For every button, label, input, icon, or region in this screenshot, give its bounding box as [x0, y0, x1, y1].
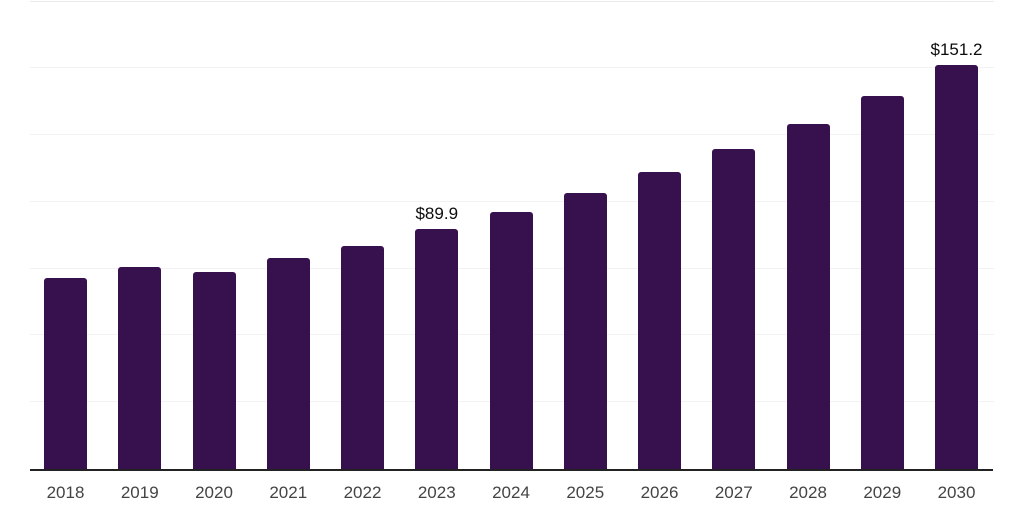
bar-2024	[489, 212, 533, 469]
bar-slot-2028	[786, 0, 830, 469]
x-axis-tick-labels: 2018 2019 2020 2021 2022 2023 2024 2025 2026 2027…	[44, 482, 978, 504]
value-label-2023: $89.9	[415, 203, 459, 223]
bar-slot-2026	[638, 0, 681, 469]
x-tick-label-2030: 2030	[937, 483, 976, 502]
bar-2030	[935, 65, 978, 469]
bar-slot-2018	[44, 0, 87, 469]
x-axis-line	[30, 469, 993, 471]
bar-slot-2030: $151.2	[931, 0, 983, 469]
bar-slot-2025	[563, 0, 607, 469]
bar-slot-2029	[860, 0, 904, 469]
x-tick-label-2019: 2019	[120, 483, 159, 502]
x-tick-label-2024: 2024	[492, 483, 530, 502]
gridline	[30, 200, 994, 202]
bar-2018	[44, 278, 87, 469]
x-tick-label-2018: 2018	[46, 483, 85, 502]
x-tick-label-2029: 2029	[863, 483, 902, 502]
value-label-2030: $151.2	[930, 40, 983, 60]
x-tick-label-2022: 2022	[343, 483, 382, 502]
gridline	[30, 134, 994, 136]
bar-2021	[266, 257, 310, 469]
bar-2027	[712, 149, 756, 469]
x-tick-label-2021: 2021	[269, 483, 308, 502]
x-tick-label-2025: 2025	[566, 483, 605, 502]
bar-slot-2019	[118, 0, 162, 469]
x-tick-label-2020: 2020	[195, 483, 233, 502]
plot-area: $89.9 $151.2	[30, 0, 994, 471]
bar-2022	[341, 245, 384, 469]
x-tick-label-2028: 2028	[789, 483, 827, 502]
bar-slot-2027	[712, 0, 756, 469]
x-tick-label-2023: 2023	[417, 483, 456, 502]
bar-slot-2024	[489, 0, 533, 469]
x-tick-label-2027: 2027	[714, 483, 753, 502]
bar-2025	[563, 193, 607, 469]
bar-slot-2020	[192, 0, 236, 469]
bar-2029	[860, 96, 904, 469]
bar-slot-2021	[266, 0, 310, 469]
bar-slot-2022	[341, 0, 384, 469]
x-tick-label-2026: 2026	[640, 483, 679, 502]
gridline	[30, 67, 994, 69]
bar-2019	[118, 267, 162, 469]
bar-2020	[192, 271, 236, 469]
gridline	[30, 0, 994, 2]
bar-2026	[638, 172, 681, 469]
bar-2023	[415, 228, 459, 469]
bar-slot-2023: $89.9	[415, 0, 459, 469]
bar-2028	[786, 124, 830, 469]
bars-row: $89.9 $151.2	[44, 0, 983, 469]
